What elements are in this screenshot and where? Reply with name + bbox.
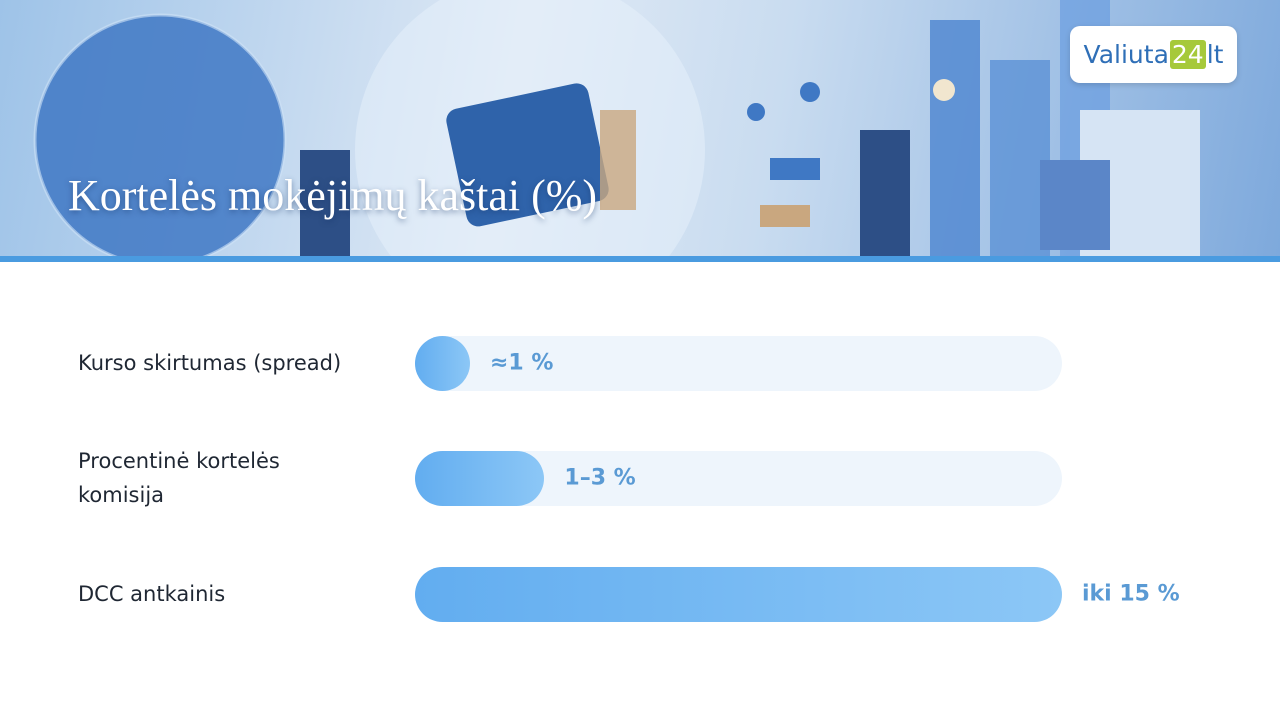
banner-illustration — [33, 0, 1200, 256]
logo-name: Valiuta — [1083, 40, 1169, 69]
header-banner: Kortelės mokėjimų kaštai (%) Valiuta 24 lt — [0, 0, 1280, 256]
logo-number: 24 — [1169, 40, 1206, 69]
header-strip — [0, 256, 1280, 262]
chart-title: Kortelės mokėjimų kaštai (%) — [68, 171, 598, 220]
bar — [415, 335, 470, 391]
category-label: Kurso skirtumas (spread) — [78, 351, 342, 375]
logo-suffix: lt — [1206, 40, 1224, 69]
value-label: ≈1 % — [490, 350, 554, 376]
value-label: iki 15 % — [1082, 581, 1180, 607]
bar — [415, 450, 545, 506]
value-label: 1–3 % — [564, 465, 636, 491]
bar — [415, 566, 1062, 622]
category-label: Procentinė kortelės komisija — [78, 449, 280, 507]
logo: Valiuta 24 lt — [1070, 26, 1237, 83]
category-label: DCC antkainis — [78, 582, 226, 606]
bar-track — [415, 335, 1062, 391]
